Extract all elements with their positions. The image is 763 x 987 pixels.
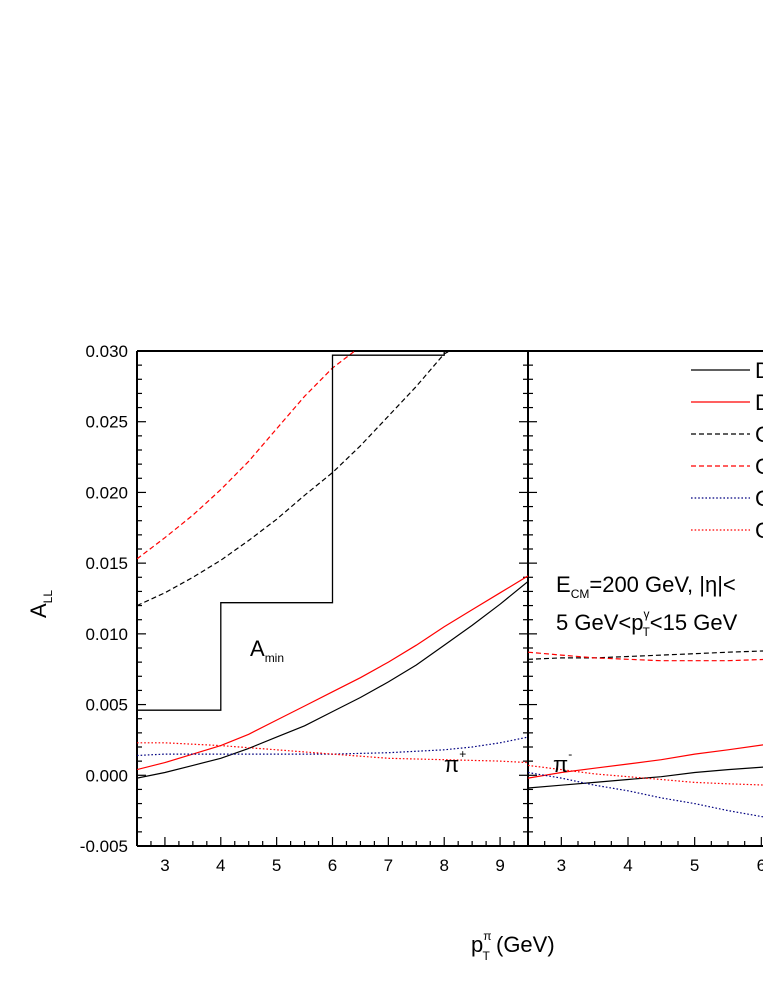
x-tick-label: 6 xyxy=(328,856,337,875)
labels-layer: 3 4 5 6 7 8 9 -0.005 0.000 0.005 0.010 0.015 0.020 0.… xyxy=(80,342,763,875)
x-tick-label: 4 xyxy=(216,856,225,875)
y-tick-label: 0.010 xyxy=(85,625,128,644)
x-tick-label: 5 xyxy=(272,856,281,875)
legend-label: C xyxy=(755,422,763,447)
series-line-dashed xyxy=(528,651,763,662)
y-tick-label: 0.030 xyxy=(85,342,128,361)
series-line-dashed xyxy=(528,650,763,660)
annotation-pt-sub: T xyxy=(642,625,650,639)
amin-label-main: A xyxy=(250,636,265,661)
annotation-pt-sup: γ xyxy=(643,607,649,621)
pi-minus-label: π- xyxy=(553,747,572,777)
series-line-solid xyxy=(528,744,763,779)
x-axis-label-p: p xyxy=(471,932,483,957)
annotation-energy: ECM=200 GeV, |η|< xyxy=(556,572,736,601)
annotation-energy-rest: =200 GeV, |η|< xyxy=(589,572,735,597)
series-line-dotted xyxy=(528,764,763,786)
pi-minus-symbol: π xyxy=(553,752,568,777)
series-line-dotted xyxy=(528,771,763,818)
annotation-energy-e: E xyxy=(556,572,571,597)
series-line-dotted xyxy=(137,742,528,764)
legend-label: D xyxy=(755,358,763,383)
series-line-dashed xyxy=(137,351,356,560)
y-tick-label: -0.005 xyxy=(80,837,128,856)
x-tick-label: 4 xyxy=(623,856,632,875)
legend-label: C xyxy=(755,518,763,543)
y-tick-label: 0.000 xyxy=(85,766,128,785)
pi-plus-symbol: π xyxy=(444,752,459,777)
x-axis-label-sub: T xyxy=(483,949,491,963)
right-panel-series xyxy=(528,650,763,818)
x-tick-label: 9 xyxy=(495,856,504,875)
x-tick-label: 6 xyxy=(757,856,763,875)
series-line-dotted xyxy=(137,736,528,757)
axes-layer xyxy=(136,350,763,847)
series-line-solid xyxy=(137,581,528,779)
y-axis-label-sub: LL xyxy=(41,590,55,604)
x-tick-label: 7 xyxy=(384,856,393,875)
y-tick-label: 0.020 xyxy=(85,483,128,502)
y-tick-label: 0.005 xyxy=(85,696,128,715)
annotation-pt-post: <15 GeV xyxy=(650,610,738,635)
series-line-dashed xyxy=(137,351,451,607)
pi-plus-label: π+ xyxy=(444,747,466,777)
y-tick-label: 0.025 xyxy=(85,413,128,432)
legend-label: C xyxy=(755,486,763,511)
pi-minus-charge: - xyxy=(568,747,572,761)
amin-label: Amin xyxy=(250,636,284,665)
x-axis-label-sup: π xyxy=(483,929,491,943)
x-axis-label-rest: (GeV) xyxy=(490,932,555,957)
series-line-solid xyxy=(528,766,763,789)
pi-plus-charge: + xyxy=(459,747,466,761)
y-tick-label: 0.015 xyxy=(85,554,128,573)
annotation-pt-range: 5 GeV<pγ T<15 GeV xyxy=(556,607,738,639)
legend-label: D xyxy=(755,390,763,415)
left-panel-series xyxy=(137,351,528,779)
series-line-solid xyxy=(137,575,528,771)
amin-label-sub: min xyxy=(265,651,284,665)
annotation-energy-sub: CM xyxy=(571,587,590,601)
x-tick-label: 8 xyxy=(439,856,448,875)
x-axis-label: pπ T (GeV) xyxy=(471,929,555,963)
x-tick-label: 3 xyxy=(160,856,169,875)
legend-label: C xyxy=(755,454,763,479)
x-tick-label: 3 xyxy=(557,856,566,875)
annotation-pt-pre: 5 GeV<p xyxy=(556,610,643,635)
y-axis-label-main: A xyxy=(26,603,51,618)
x-tick-label: 5 xyxy=(690,856,699,875)
amin-step-line xyxy=(137,351,445,711)
y-axis-label: ALL xyxy=(26,590,55,618)
